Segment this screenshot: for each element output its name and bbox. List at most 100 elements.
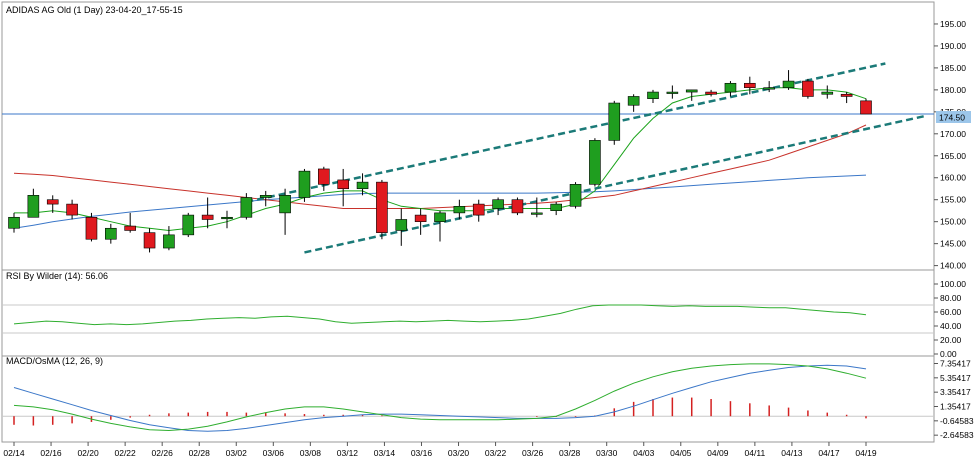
candle-up [685,89,698,93]
price-panel-frame [1,1,935,271]
candle-up [434,212,446,222]
x-axis-label: 04/19 [855,448,877,458]
macd-panel-frame [1,355,935,443]
candle-up [550,203,562,211]
price-axis-tick-label: 195.00 [940,19,966,29]
candle-down [472,203,485,216]
last-price-label: 174.50 [939,113,965,123]
x-axis-label: 02/14 [3,448,25,458]
rsi-axis-tick-label: 20.00 [940,335,962,345]
rsi-title: RSI By Wilder (14): 56.06 [6,271,108,281]
candle-down [705,91,717,95]
candle-up [8,216,20,229]
x-axis-label: 03/16 [411,448,433,458]
x-axis-label: 04/13 [781,448,803,458]
candle-up [782,80,795,88]
candle-down [840,93,853,97]
x-axis-label: 04/11 [745,448,766,458]
x-axis-label: 03/08 [300,448,322,458]
rsi-axis-tick-label: 80.00 [940,293,962,303]
x-axis-label: 03/28 [559,448,581,458]
macd-series-layer [2,363,934,432]
rsi-axis-tick-label: 40.00 [940,321,962,331]
rsi-panel: RSI By Wilder (14): 56.06 [1,269,935,357]
macd-axis-tick-label: 5.35417 [940,373,971,383]
x-axis-label: 03/02 [226,448,248,458]
price-panel: ADIDAS AG Old (1 Day) 23-04-20_17-55-15 [1,1,935,271]
trendline [304,115,925,254]
x-axis-label: 02/16 [40,448,62,458]
x-axis-label: 02/22 [114,448,136,458]
candle-up [240,197,253,218]
candle-up [569,184,582,207]
x-axis-label: 03/26 [522,448,544,458]
candle-up [182,214,195,236]
macd-axis-tick-label: 3.35417 [940,387,971,397]
candle-up [821,91,834,95]
candle-down [744,82,756,88]
rsi-series-layer [2,304,934,334]
candle-down [318,168,330,185]
price-axis-tick-label: 155.00 [940,195,966,205]
candle-down [201,214,214,220]
price-series-layer [2,62,934,254]
last-price-tag [936,111,971,123]
candle-down [414,214,427,222]
price-axis-tick-label: 170.00 [940,129,966,139]
price-axis-tick-label: 185.00 [940,63,966,73]
candle-down [860,100,872,115]
candle-up [453,205,466,214]
candle-up [27,195,40,218]
candle-up [163,234,175,249]
x-axis-label: 04/09 [707,448,729,458]
candle-up [763,87,775,90]
x-axis-label: 04/03 [633,448,655,458]
macd-axis-tick-label: -0.64583 [940,416,974,426]
ma-mid-line [13,124,867,209]
price-axis-tick-label: 190.00 [940,41,966,51]
candle-down [85,216,98,240]
trendline [246,62,886,204]
macd-signal-line [13,363,867,432]
macd-axis-tick-label: 7.35417 [940,358,971,368]
price-axis-tick-label: 140.00 [940,261,966,271]
x-axis-label: 03/20 [448,448,470,458]
x-axis-label: 03/14 [374,448,396,458]
rsi-axis-tick-label: 0.00 [940,349,957,359]
price-axis-tick-label: 145.00 [940,239,966,249]
price-axis-tick-label: 160.00 [940,173,966,183]
candle-down [124,225,136,231]
macd-axis-tick-label: -2.64583 [940,430,974,440]
x-axis-label: 03/12 [337,448,359,458]
price-axis-tick-label: 180.00 [940,85,966,95]
candle-up [608,102,621,141]
macd-panel: MACD/OsMA (12, 26, 9) [1,355,935,443]
candle-up [395,219,408,231]
rsi-line [13,304,867,326]
candle-up [298,170,311,198]
chart-title: ADIDAS AG Old (1 Day) 23-04-20_17-55-15 [6,5,183,15]
candle-up [531,212,543,215]
candle-down [66,203,78,216]
candle-up [666,91,679,94]
x-axis-label: 03/22 [485,448,507,458]
candle-up [647,91,659,99]
rsi-panel-frame [1,269,935,357]
x-axis-label: 02/28 [189,448,211,458]
macd-line [13,364,867,432]
candle-up [589,140,601,185]
candle-up [259,195,272,198]
candle-down [802,80,814,97]
x-axis-label: 04/05 [670,448,692,458]
x-axis-label: 03/06 [263,448,285,458]
candle-down [337,179,349,190]
macd-title: MACD/OsMA (12, 26, 9) [6,356,103,366]
candle-up [279,195,291,214]
candle-up [724,82,737,93]
x-axis-label: 02/26 [152,448,174,458]
price-axis-tick-label: 165.00 [940,151,966,161]
rsi-axis-tick-label: 60.00 [940,307,962,317]
candle-up [221,216,233,220]
candle-up [105,227,117,240]
